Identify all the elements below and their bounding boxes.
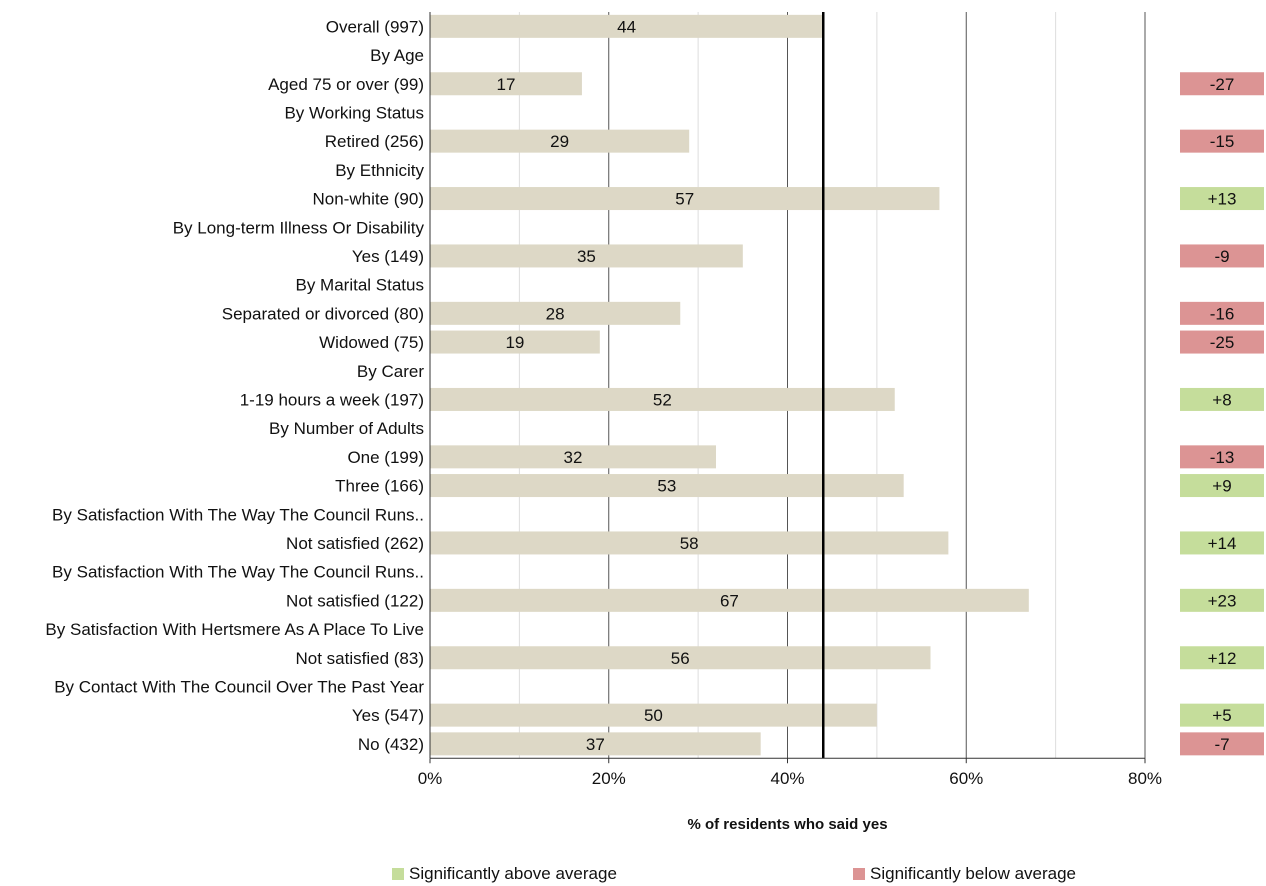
- data-label: 17: [497, 75, 516, 94]
- legend-item-above: Significantly above average: [392, 864, 617, 884]
- difference-label: -9: [1214, 247, 1229, 266]
- bar: [430, 646, 931, 670]
- bar: [430, 301, 681, 325]
- category-label: Three (166): [335, 477, 424, 496]
- data-label: 57: [675, 190, 694, 209]
- difference-box-above: [1180, 703, 1264, 727]
- category-label: Not satisfied (122): [286, 591, 424, 610]
- category-label: Retired (256): [325, 132, 424, 151]
- x-tick-label: 20%: [592, 769, 626, 788]
- category-label: One (199): [347, 448, 424, 467]
- difference-label: +23: [1208, 591, 1237, 610]
- difference-label: -7: [1214, 735, 1229, 754]
- data-label: 50: [644, 706, 663, 725]
- category-header-label: By Satisfaction With The Way The Council…: [52, 563, 424, 582]
- bar: [430, 244, 743, 268]
- x-tick-label: 80%: [1128, 769, 1162, 788]
- category-label: Widowed (75): [319, 333, 424, 352]
- difference-box-below: [1180, 301, 1264, 325]
- bar: [430, 187, 940, 211]
- category-header-label: By Number of Adults: [269, 419, 424, 438]
- category-label: Yes (547): [352, 706, 424, 725]
- difference-box-below: [1180, 330, 1264, 354]
- data-label: 52: [653, 390, 672, 409]
- bar: [430, 387, 895, 411]
- category-header-label: By Satisfaction With Hertsmere As A Plac…: [45, 620, 424, 639]
- bar: [430, 703, 877, 727]
- difference-label: -15: [1210, 132, 1235, 151]
- category-header-label: By Carer: [357, 362, 424, 381]
- bar: [430, 72, 582, 96]
- difference-box-above: [1180, 387, 1264, 411]
- data-label: 53: [657, 477, 676, 496]
- bar: [430, 474, 904, 498]
- data-label: 28: [546, 304, 565, 323]
- category-header-label: By Contact With The Council Over The Pas…: [54, 677, 424, 696]
- category-label: Overall (997): [326, 17, 424, 36]
- x-tick-label: 40%: [770, 769, 804, 788]
- category-header-label: By Marital Status: [296, 276, 425, 295]
- data-label: 58: [680, 534, 699, 553]
- bar: [430, 588, 1029, 612]
- difference-box-above: [1180, 187, 1264, 211]
- difference-box-above: [1180, 588, 1264, 612]
- difference-box-below: [1180, 129, 1264, 153]
- x-tick-label: 0%: [418, 769, 443, 788]
- data-label: 56: [671, 649, 690, 668]
- legend-label-below: Significantly below average: [870, 864, 1077, 883]
- category-label: Aged 75 or over (99): [268, 75, 424, 94]
- difference-label: +12: [1208, 649, 1237, 668]
- data-label: 37: [586, 735, 605, 754]
- data-label: 67: [720, 591, 739, 610]
- bar: [430, 732, 761, 756]
- difference-label: +9: [1212, 477, 1231, 496]
- data-label: 19: [505, 333, 524, 352]
- bar: [430, 445, 716, 469]
- difference-box-above: [1180, 474, 1264, 498]
- category-label: Not satisfied (262): [286, 534, 424, 553]
- category-label: Not satisfied (83): [296, 649, 425, 668]
- bar: [430, 330, 600, 354]
- difference-box-below: [1180, 244, 1264, 268]
- x-tick-label: 60%: [949, 769, 983, 788]
- category-label: Separated or divorced (80): [222, 304, 424, 323]
- category-label: Non-white (90): [313, 190, 425, 209]
- difference-box-below: [1180, 732, 1264, 756]
- category-header-label: By Age: [370, 46, 424, 65]
- data-label: 35: [577, 247, 596, 266]
- data-label: 29: [550, 132, 569, 151]
- x-axis-title: % of residents who said yes: [687, 816, 888, 833]
- category-header-label: By Ethnicity: [335, 161, 424, 180]
- difference-label: -27: [1210, 75, 1235, 94]
- category-label: Yes (149): [352, 247, 424, 266]
- category-header-label: By Satisfaction With The Way The Council…: [52, 505, 424, 524]
- difference-box-above: [1180, 646, 1264, 670]
- legend-item-below: Significantly below average: [853, 864, 1076, 884]
- difference-box-below: [1180, 445, 1264, 469]
- difference-label: -25: [1210, 333, 1235, 352]
- category-header-label: By Working Status: [284, 103, 424, 122]
- category-label: 1-19 hours a week (197): [240, 390, 424, 409]
- difference-label: +8: [1212, 390, 1231, 409]
- category-header-label: By Long-term Illness Or Disability: [173, 218, 425, 237]
- legend-swatch-above: [392, 868, 404, 880]
- difference-label: -13: [1210, 448, 1235, 467]
- bar: [430, 14, 824, 38]
- legend-swatch-below: [853, 868, 865, 880]
- difference-label: -16: [1210, 304, 1235, 323]
- difference-label: +14: [1208, 534, 1237, 553]
- bar: [430, 129, 690, 153]
- difference-label: +5: [1212, 706, 1231, 725]
- bar: [430, 531, 949, 555]
- difference-box-above: [1180, 531, 1264, 555]
- data-label: 32: [564, 448, 583, 467]
- difference-box-below: [1180, 72, 1264, 96]
- difference-label: +13: [1208, 190, 1237, 209]
- legend-label-above: Significantly above average: [409, 864, 617, 883]
- category-label: No (432): [358, 735, 424, 754]
- data-label: 44: [617, 17, 636, 36]
